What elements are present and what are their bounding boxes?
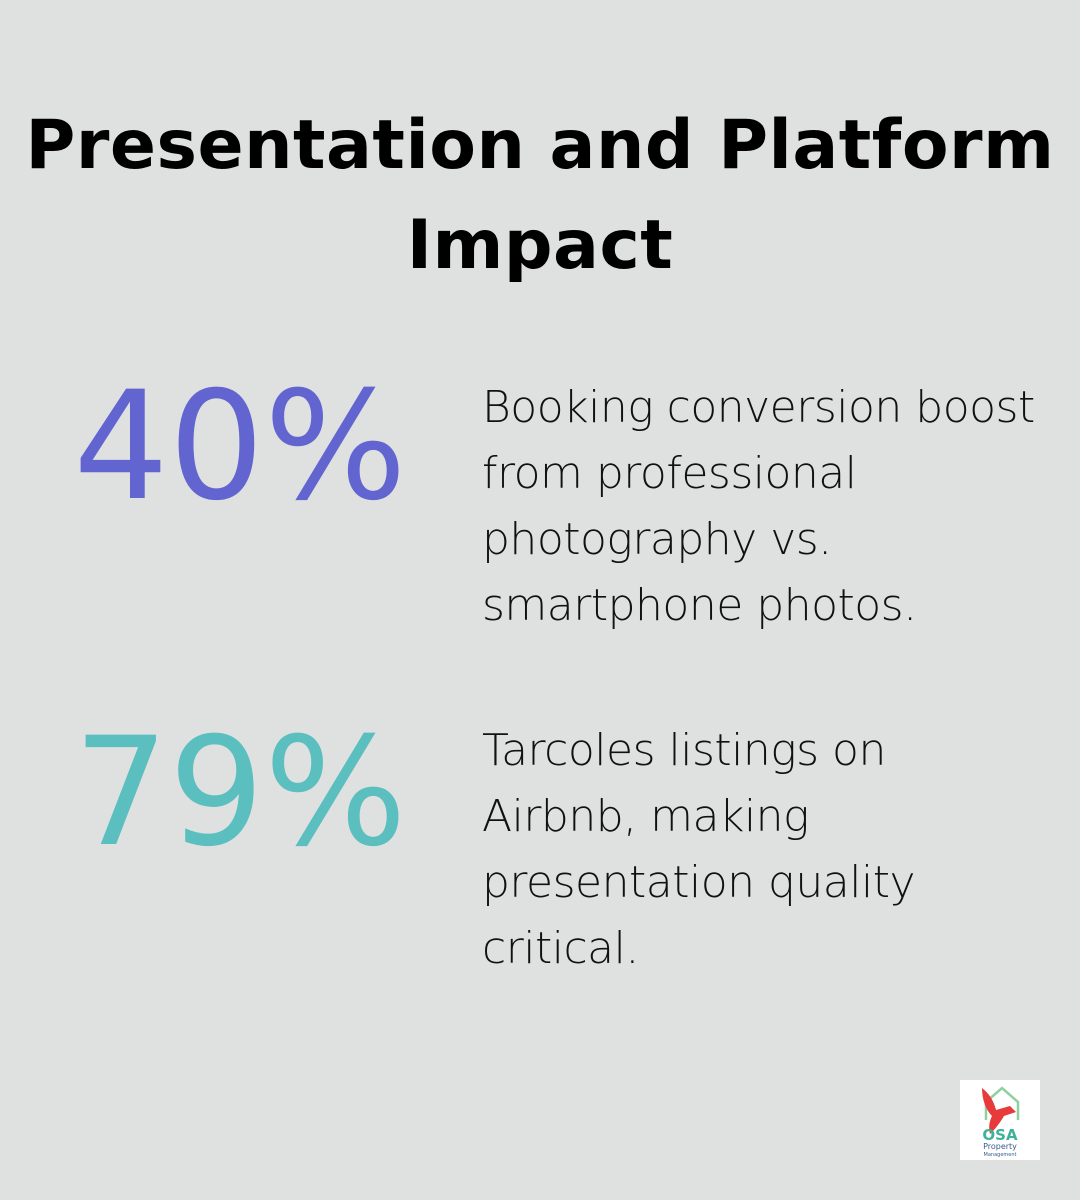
stat-value-airbnb: 79% — [73, 706, 407, 880]
osa-logo: OSA Property Management — [960, 1080, 1040, 1160]
stat-description-airbnb: Tarcoles listings on Airbnb, making pres… — [482, 725, 916, 974]
svg-text:Management: Management — [984, 1152, 1017, 1158]
stat-description-booking: Booking conversion boost from profession… — [482, 382, 1035, 631]
stat-value-booking: 40% — [73, 360, 407, 534]
svg-text:OSA: OSA — [982, 1126, 1018, 1144]
svg-text:Property: Property — [983, 1142, 1017, 1151]
page-title: Presentation and Platform Impact — [25, 106, 1055, 285]
